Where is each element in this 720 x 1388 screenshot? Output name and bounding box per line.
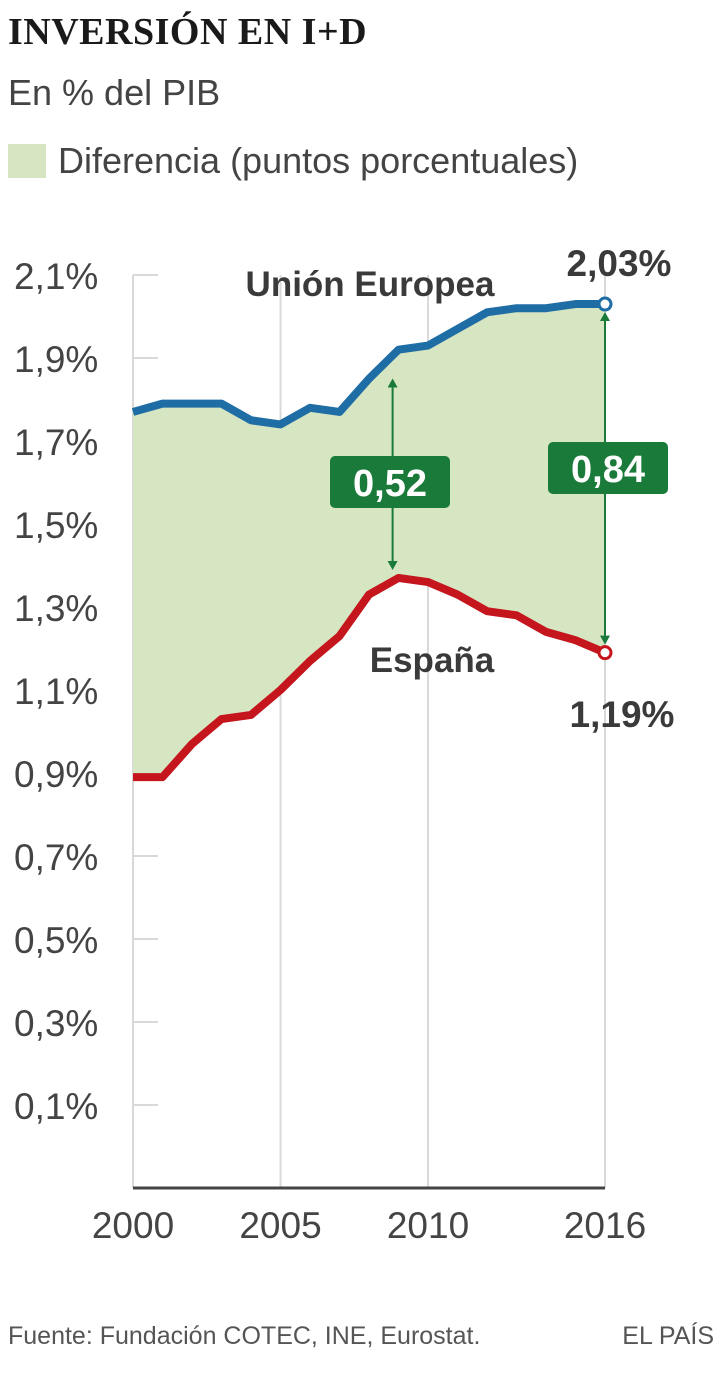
endpoint-marker-eu xyxy=(597,296,613,312)
y-tick-label: 0,3% xyxy=(14,1003,98,1044)
gap-value-box xyxy=(330,456,450,508)
axes: 2,1% 1,9% 1,7% 1,5% 1,3% 1,1% 0,9% 0,7% 0,5% 0,3%… xyxy=(14,256,646,1246)
x-tick-label: 2016 xyxy=(564,1205,646,1246)
y-tick-label: 0,1% xyxy=(14,1086,98,1127)
x-tick-label: 2000 xyxy=(92,1205,174,1246)
endpoint-marker-spain xyxy=(597,645,613,661)
series-label-spain: España xyxy=(370,641,495,680)
publisher-logo: EL PAÍS xyxy=(622,1322,714,1350)
end-value-label-spain: 1,19% xyxy=(570,694,675,735)
end-value-label-eu: 2,03% xyxy=(567,243,672,284)
chart-subtitle: En % del PIB xyxy=(8,72,221,113)
gap-arrow-head-down xyxy=(600,635,610,645)
y-tick-label: 0,9% xyxy=(14,754,98,795)
series-lines xyxy=(131,296,613,782)
series-line-spain xyxy=(133,573,607,782)
gap-arrow-head-up xyxy=(387,378,398,388)
chart-title: INVERSIÓN EN I+D xyxy=(8,11,368,53)
y-tick-label: 0,7% xyxy=(14,837,98,878)
series-label-eu: Unión Europea xyxy=(246,265,495,304)
gap-value-label: 0,84 xyxy=(571,449,645,491)
gap-value-box xyxy=(548,442,668,494)
series-line-eu xyxy=(131,300,605,429)
x-tick-label: 2005 xyxy=(239,1205,321,1246)
gap-arrow-head-up xyxy=(600,312,610,322)
gap-arrow-head-down xyxy=(387,560,398,570)
gap-value-label: 0,52 xyxy=(353,463,427,505)
source-note: Fuente: Fundación COTEC, INE, Eurostat. xyxy=(8,1322,481,1350)
legend-swatch-difference xyxy=(8,144,46,178)
legend-label-difference: Diferencia (puntos porcentuales) xyxy=(58,140,579,181)
y-tick-label: 1,9% xyxy=(14,339,98,380)
y-tick-label: 2,1% xyxy=(14,256,98,297)
y-tick-label: 1,3% xyxy=(14,588,98,629)
y-tick-label: 0,5% xyxy=(14,920,98,961)
x-tick-label: 2010 xyxy=(387,1205,469,1246)
y-tick-label: 1,5% xyxy=(14,505,98,546)
y-tick-label: 1,1% xyxy=(14,671,98,712)
legend: Diferencia (puntos porcentuales) xyxy=(8,140,578,182)
annotations: Unión Europea España 2,03% 1,19% 0,52 0,84 xyxy=(246,243,675,735)
y-tick-label: 1,7% xyxy=(14,422,98,463)
